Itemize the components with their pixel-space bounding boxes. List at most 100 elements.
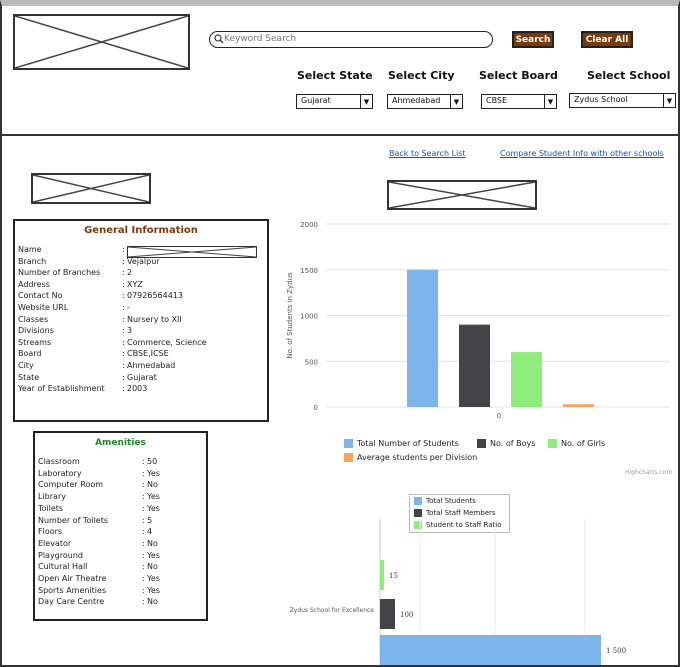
hbar-0: [380, 635, 601, 665]
info-key: Elevator: [38, 538, 72, 548]
legend-label: Student to Staff Ratio: [426, 521, 502, 529]
legend-label: Total Number of Students: [357, 439, 459, 448]
school-logo-placeholder-image: [31, 173, 151, 204]
hbar-value-label: 100: [400, 611, 413, 619]
search-button[interactable]: Search: [512, 31, 554, 48]
info-row: Open Air Theatre: Yes: [35, 574, 206, 586]
info-value: 5: [147, 515, 153, 525]
search-input[interactable]: [224, 32, 484, 46]
info-key: Number of Branches: [18, 268, 101, 278]
x-tick-label: 0: [497, 412, 501, 420]
search-box[interactable]: [209, 31, 493, 48]
amenities-panel: Amenities Classroom:50 Laboratory: Yes Comp…: [33, 431, 208, 621]
info-separator: :: [122, 291, 125, 301]
info-row: State: Gujarat: [15, 373, 267, 385]
legend-label: No. of Boys: [490, 439, 536, 448]
legend-student-staff-ratio: Student to Staff Ratio: [414, 521, 502, 529]
legend-swatch: [414, 521, 422, 529]
info-key: State: [18, 372, 40, 382]
info-separator: :: [142, 503, 145, 513]
legend-label: Total Students: [426, 497, 476, 505]
info-key: Branch: [18, 256, 47, 266]
info-key: Address: [18, 279, 50, 289]
chevron-down-icon[interactable]: ▼: [360, 95, 372, 108]
info-value: No: [147, 562, 158, 572]
info-key: Board: [18, 349, 42, 359]
header-divider: [0, 134, 680, 136]
info-separator: :: [142, 480, 145, 490]
info-row: Address: XYZ: [15, 280, 267, 292]
info-value: Ahmedabad: [127, 361, 176, 370]
info-separator: :: [122, 361, 125, 370]
info-value: Yes: [147, 503, 160, 513]
info-separator: :: [122, 326, 125, 336]
chevron-down-icon[interactable]: ▼: [663, 94, 675, 107]
bar-1: [459, 324, 490, 407]
hbar-2: [380, 560, 384, 590]
info-value: No: [147, 538, 158, 548]
info-key: Contact No: [18, 291, 63, 301]
back-to-search-link[interactable]: Back to Search List: [389, 149, 466, 158]
info-value: No: [147, 480, 158, 490]
search-icon: [214, 34, 224, 44]
students-bar-chart: 0 500 1000 1500 2000 No. of Students in Zydus…: [286, 221, 670, 420]
info-separator: :: [142, 457, 145, 466]
info-row: Laboratory: Yes: [35, 469, 206, 481]
info-key: Floors: [38, 527, 63, 537]
logo-placeholder-image: [13, 14, 190, 70]
board-select[interactable]: CBSE ▼: [481, 94, 557, 109]
school-select[interactable]: Zydus School ▼: [569, 93, 676, 108]
amenities-title: Amenities: [95, 438, 146, 448]
legend-label: Total Staff Members: [426, 509, 496, 517]
info-separator: :: [142, 562, 145, 572]
city-select-value: Ahmedabad: [392, 96, 441, 105]
compare-students-link[interactable]: Compare Student Info with other schools: [500, 149, 664, 158]
legend-swatch: [477, 439, 486, 448]
info-key: Playground: [38, 550, 83, 560]
hbar-value-label: 15: [389, 572, 398, 580]
bar-3: [563, 404, 594, 407]
clear-all-button[interactable]: Clear All: [581, 31, 633, 48]
chevron-down-icon[interactable]: ▼: [544, 95, 556, 108]
info-key: Open Air Theatre: [38, 574, 107, 583]
info-row: Cultural Hall: No: [35, 562, 206, 574]
legend-swatch: [414, 497, 422, 505]
y-tick-label: 1000: [300, 313, 318, 321]
bar-0: [407, 269, 438, 407]
legend-label: No. of Girls: [561, 439, 606, 448]
info-separator: :: [142, 515, 145, 525]
info-value: Vejalpur: [127, 256, 160, 266]
city-select[interactable]: Ahmedabad ▼: [387, 94, 463, 109]
info-key: Classes: [18, 314, 49, 324]
info-separator: :: [122, 372, 125, 382]
info-key: Library: [38, 492, 66, 502]
info-row: Branch: Vejalpur: [15, 257, 267, 269]
chart-credit: Highcharts.com: [625, 469, 673, 476]
hbar-1: [380, 599, 395, 629]
info-separator: :: [122, 268, 125, 278]
info-value: Yes: [147, 468, 160, 478]
info-row: Number of Toilets:5: [35, 516, 206, 528]
legend-staff-members: Total Staff Members: [414, 509, 496, 517]
legend-avg-per-division: Average students per Division: [344, 453, 477, 462]
state-select[interactable]: Gujarat ▼: [296, 94, 373, 109]
info-key: Cultural Hall: [38, 562, 88, 572]
y-tick-label: 0: [314, 404, 318, 412]
info-value: CBSE,ICSE: [127, 349, 169, 359]
y-axis-label: No. of Students in Zydus: [286, 272, 294, 359]
bar-2: [511, 352, 542, 407]
info-separator: :: [142, 585, 145, 595]
legend-label: Average students per Division: [357, 453, 478, 462]
info-row: Classes: Nursery to XII: [15, 315, 267, 327]
info-value: Yes: [147, 574, 160, 583]
info-row: City: Ahmedabad: [15, 361, 267, 373]
info-value: 2: [127, 268, 133, 278]
chevron-down-icon[interactable]: ▼: [450, 95, 462, 108]
info-key: Name: [18, 245, 42, 254]
staff-chart-legend: Total Students Total Staff Members Stude…: [409, 494, 510, 533]
legend-boys: No. of Boys: [477, 439, 535, 448]
info-value: 07926564413: [127, 291, 183, 301]
info-value: 4: [147, 527, 153, 537]
info-row: Elevator: No: [35, 539, 206, 551]
info-row: Website URL: -: [15, 303, 267, 315]
